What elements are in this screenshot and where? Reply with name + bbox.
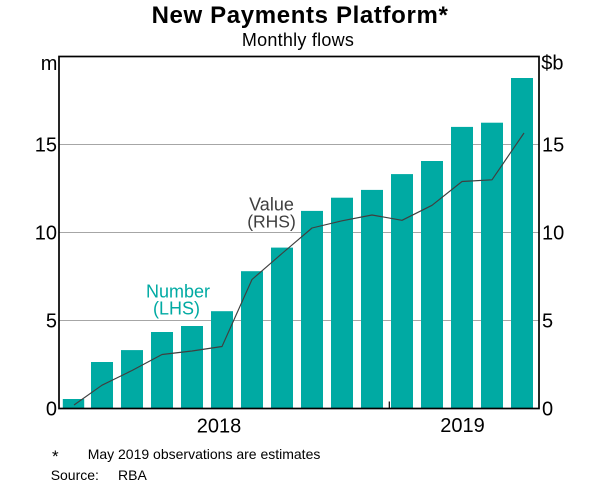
svg-text:Value: Value (249, 195, 294, 215)
svg-text:5: 5 (542, 311, 553, 333)
svg-text:Source:: Source: (51, 467, 99, 483)
svg-text:May 2019 observations are esti: May 2019 observations are estimates (88, 446, 321, 462)
svg-text:10: 10 (542, 222, 564, 244)
svg-text:$b: $b (541, 53, 563, 75)
svg-text:15: 15 (35, 134, 57, 156)
svg-text:RBA: RBA (118, 467, 147, 483)
svg-text:0: 0 (542, 399, 553, 421)
svg-text:Number: Number (146, 281, 210, 301)
svg-text:*: * (52, 447, 59, 466)
svg-text:10: 10 (35, 222, 57, 244)
svg-text:Monthly flows: Monthly flows (242, 30, 354, 50)
svg-text:m: m (41, 53, 58, 75)
svg-text:2019: 2019 (440, 415, 485, 437)
svg-text:2018: 2018 (197, 416, 242, 438)
svg-text:(RHS): (RHS) (247, 211, 296, 231)
svg-text:New Payments Platform*: New Payments Platform* (152, 2, 449, 29)
svg-text:15: 15 (542, 134, 564, 156)
svg-text:0: 0 (46, 399, 57, 421)
svg-text:5: 5 (46, 311, 57, 333)
svg-text:(LHS): (LHS) (153, 299, 200, 319)
